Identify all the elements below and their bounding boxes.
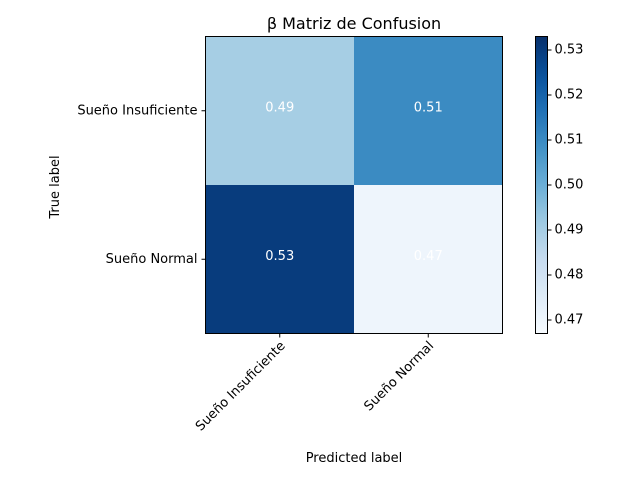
heatmap-cell xyxy=(354,185,503,334)
x-axis-label: Predicted label xyxy=(306,451,403,466)
colorbar-tick-label: 0.49 xyxy=(555,223,584,238)
heatmap-cell xyxy=(205,185,354,334)
x-tick-label: Sueño Insuficiente xyxy=(193,339,289,435)
colorbar-tick-label: 0.52 xyxy=(555,88,584,103)
cell-value-label: 0.51 xyxy=(414,100,443,115)
heatmap-cell xyxy=(354,36,503,185)
plot-frame xyxy=(205,36,503,334)
colorbar-tick-label: 0.47 xyxy=(555,313,584,328)
x-tick-label: Sueño Normal xyxy=(362,339,438,415)
heatmap-cell xyxy=(205,36,354,185)
y-axis-ticks: Sueño Insuficiente Sueño Normal xyxy=(77,103,206,267)
colorbar-tick-label: 0.51 xyxy=(555,133,584,148)
cell-value-label: 0.47 xyxy=(414,249,443,264)
colorbar-gradient xyxy=(535,36,548,334)
colorbar-tick-label: 0.50 xyxy=(555,178,584,193)
colorbar-tick-label: 0.48 xyxy=(555,268,584,283)
y-tick-label: Sueño Normal xyxy=(106,252,198,267)
y-tick-label: Sueño Insuficiente xyxy=(77,103,197,118)
colorbar: 0.47 0.48 0.49 0.50 0.51 0.52 0.53 xyxy=(535,36,584,334)
cell-value-label: 0.53 xyxy=(265,249,294,264)
heatmap-cells: 0.49 0.51 0.53 0.47 xyxy=(205,36,503,334)
cell-value-label: 0.49 xyxy=(265,100,294,115)
x-axis-ticks: Sueño Insuficiente Sueño Normal xyxy=(193,333,438,435)
chart-title: β Matriz de Confusion xyxy=(267,14,441,33)
y-axis-label: True label xyxy=(48,155,63,219)
colorbar-tick-label: 0.53 xyxy=(555,43,584,58)
